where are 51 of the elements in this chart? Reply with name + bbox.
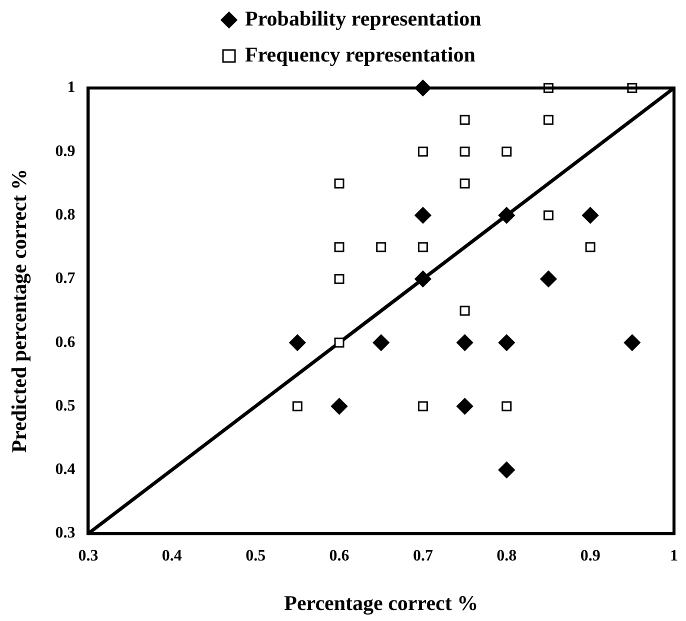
y-tick-label: 0.3 [55, 524, 76, 542]
point [418, 242, 428, 252]
point [498, 334, 515, 351]
y-tick-label: 0.8 [55, 206, 76, 224]
point [334, 242, 344, 252]
legend-label: Frequency representation [245, 42, 476, 66]
point [289, 334, 306, 351]
y-axis-title: Predicted percentage correct % [7, 168, 32, 453]
y-tick-label: 0.5 [55, 397, 76, 414]
point [331, 398, 348, 415]
x-tick-label: 1 [670, 547, 678, 564]
point [414, 207, 432, 224]
x-tick-label: 0.7 [412, 547, 433, 564]
y-tick-label: 0.6 [55, 334, 76, 351]
point [498, 207, 515, 224]
point [498, 462, 515, 478]
y-tick-label: 0.9 [55, 142, 76, 160]
point [418, 401, 428, 412]
point [460, 306, 470, 316]
x-tick-label: 0.4 [162, 547, 182, 564]
point [372, 334, 390, 351]
point [418, 146, 428, 157]
point [292, 401, 302, 412]
y-tick-label: 1 [67, 79, 76, 96]
x-axis-title: Percentage correct % [284, 590, 478, 615]
point [334, 338, 344, 348]
point [543, 210, 554, 220]
point [460, 178, 470, 188]
point [456, 334, 474, 351]
x-tick-label: 0.9 [580, 547, 600, 564]
point [582, 207, 599, 224]
y-tick-label: 0.4 [55, 461, 76, 478]
point [376, 242, 386, 252]
x-tick-label: 0.8 [496, 547, 517, 564]
x-tick-label: 0.3 [78, 547, 98, 564]
point [334, 178, 344, 188]
point [540, 270, 557, 288]
point [456, 398, 474, 415]
point [502, 401, 512, 412]
point [585, 242, 596, 252]
legend-label: Probability representation [245, 6, 482, 30]
point [502, 146, 512, 157]
point [543, 114, 554, 125]
point [414, 270, 432, 288]
point [460, 146, 470, 157]
y-tick-label: 0.7 [55, 270, 76, 288]
point [460, 114, 470, 125]
point [334, 274, 344, 284]
x-tick-label: 0.5 [246, 547, 266, 564]
point [624, 334, 640, 351]
x-tick-label: 0.6 [329, 547, 350, 564]
